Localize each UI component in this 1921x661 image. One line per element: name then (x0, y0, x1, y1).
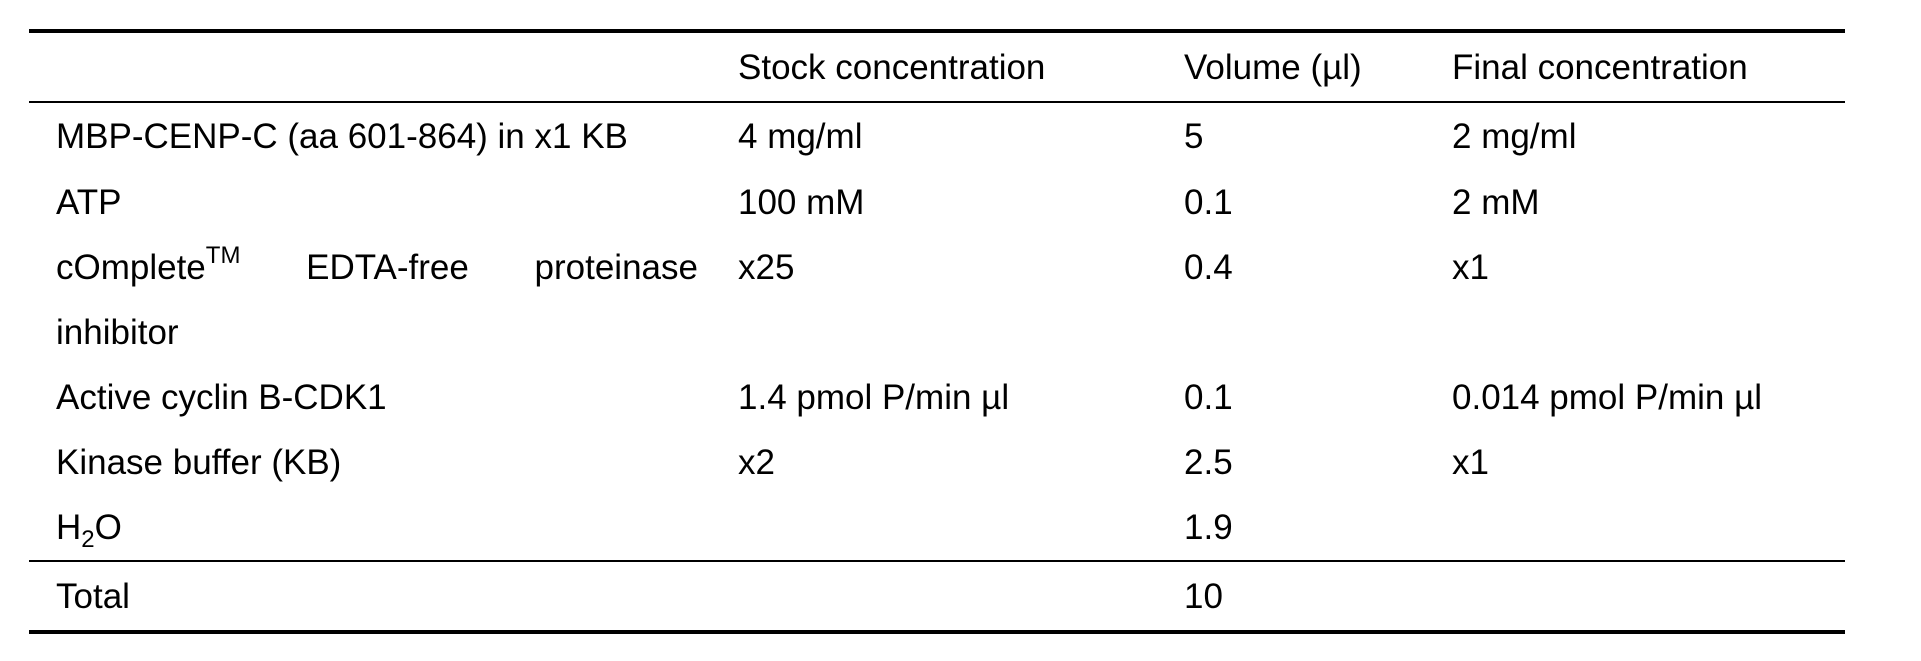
table-body: MBP-CENP-C (aa 601-864) in x1 KB 4 mg/ml… (29, 102, 1845, 632)
table-header: Stock concentration Volume (µl) Final co… (29, 31, 1845, 102)
final-cell: x1 (1452, 248, 1489, 287)
total-final (1425, 561, 1845, 632)
header-stock-concentration: Stock concentration (738, 47, 1046, 87)
component-cell: cOmpleteTM EDTA-free proteinase (29, 235, 711, 300)
total-volume: 10 (1184, 576, 1223, 616)
component-word: cOmpleteTM (56, 242, 241, 287)
component-word: EDTA-free (306, 248, 469, 287)
table-row-continuation: inhibitor (29, 300, 1845, 365)
component-justified-line: cOmpleteTM EDTA-free proteinase (56, 242, 698, 287)
final-cell: 2 mM (1452, 183, 1540, 222)
total-stock (711, 561, 1157, 632)
subscript-two: 2 (81, 526, 95, 553)
component-cell: MBP-CENP-C (aa 601-864) in x1 KB (56, 117, 628, 156)
header-volume: Volume (µl) (1184, 47, 1362, 87)
header-row: Stock concentration Volume (µl) Final co… (29, 31, 1845, 102)
component-cell: ATP (56, 183, 122, 222)
stock-cell: 100 mM (738, 183, 865, 222)
volume-cell: 5 (1184, 117, 1204, 156)
component-word: proteinase (534, 248, 698, 287)
component-cell: Kinase buffer (KB) (56, 443, 342, 482)
stock-cell (711, 495, 1157, 561)
empty-cell (1157, 300, 1425, 365)
final-cell (1425, 495, 1845, 561)
reaction-table-container: Stock concentration Volume (µl) Final co… (29, 29, 1845, 634)
total-row: Total 10 (29, 561, 1845, 632)
total-label: Total (56, 576, 130, 616)
component-cell: Active cyclin B-CDK1 (56, 378, 387, 417)
table-row: ATP 100 mM 0.1 2 mM (29, 170, 1845, 235)
stock-cell: 1.4 pmol P/min µl (738, 378, 1010, 417)
volume-cell: 0.1 (1184, 183, 1233, 222)
volume-cell: 0.1 (1184, 378, 1233, 417)
final-cell: 2 mg/ml (1452, 117, 1577, 156)
final-cell: 0.014 pmol P/min µl (1452, 378, 1763, 417)
header-component (29, 31, 711, 102)
table-row: Active cyclin B-CDK1 1.4 pmol P/min µl 0… (29, 365, 1845, 430)
component-cell: H2O (56, 508, 122, 553)
trademark-superscript: TM (205, 242, 241, 270)
volume-cell: 2.5 (1184, 443, 1233, 482)
header-final-concentration: Final concentration (1452, 47, 1748, 87)
volume-cell: 0.4 (1184, 248, 1233, 287)
component-cell-continuation: inhibitor (56, 313, 179, 352)
empty-cell (711, 300, 1157, 365)
final-cell: x1 (1452, 443, 1489, 482)
stock-cell: 4 mg/ml (738, 117, 863, 156)
stock-cell: x2 (738, 443, 775, 482)
stock-cell: x25 (738, 248, 795, 287)
table-row: Kinase buffer (KB) x2 2.5 x1 (29, 430, 1845, 495)
table-row: H2O 1.9 (29, 495, 1845, 561)
empty-cell (1425, 300, 1845, 365)
kinase-reaction-table: Stock concentration Volume (µl) Final co… (29, 29, 1845, 634)
table-row: cOmpleteTM EDTA-free proteinase x25 0.4 … (29, 235, 1845, 300)
volume-cell: 1.9 (1184, 508, 1233, 547)
table-row: MBP-CENP-C (aa 601-864) in x1 KB 4 mg/ml… (29, 102, 1845, 170)
